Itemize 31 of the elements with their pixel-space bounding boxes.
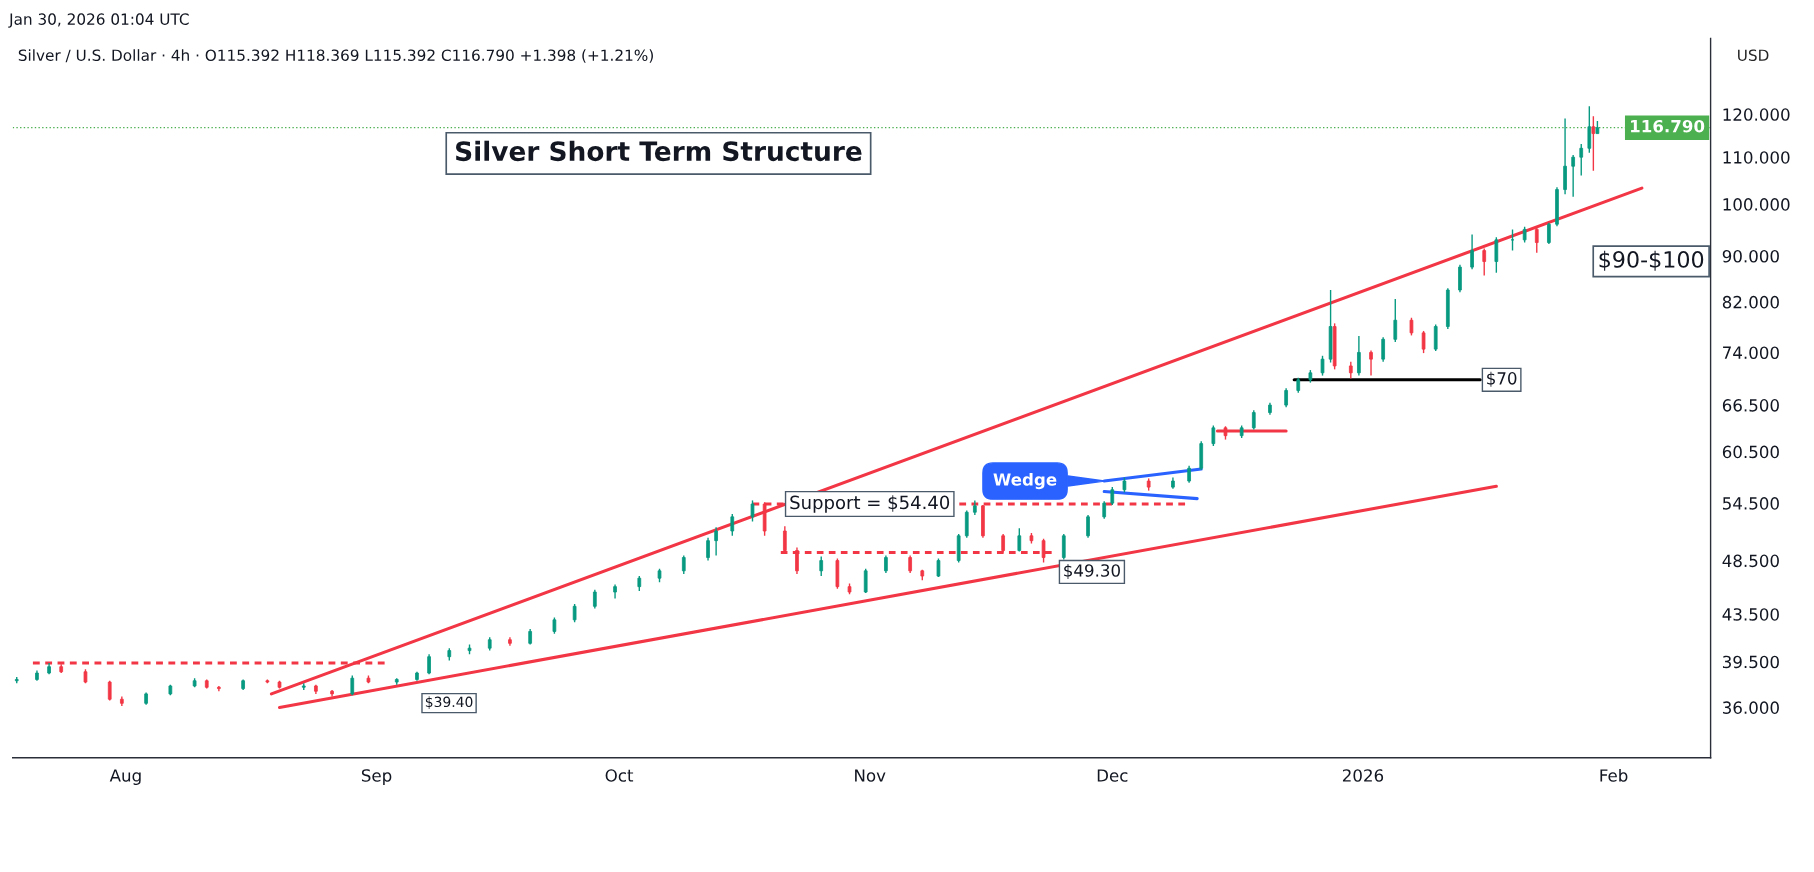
annotation: $90-$100 (1599, 250, 1704, 271)
annotation: Wedge (993, 472, 1057, 490)
y-tick-label: 100.000 (1723, 198, 1790, 211)
text: Silver Short Term Structure (456, 140, 862, 162)
y-tick-label: 90.000 (1722, 249, 1779, 263)
text: Jan 30, 2026 01:04 UTC (8, 13, 189, 28)
text: Silver / U.S. Dollar · 4h · O115.392 H118.369 L115.392 C116.790 +1.398 (+1.21%) (18, 49, 653, 63)
x-tick-label: Aug (109, 769, 141, 786)
x-tick-label: Oct (605, 769, 634, 782)
y-tick-label: 82.000 (1722, 295, 1779, 309)
ref-line-label: 116.790 (1631, 119, 1705, 133)
y-tick-label: 66.500 (1722, 399, 1779, 412)
x-tick-label: Sep (361, 769, 392, 786)
y-tick-label: 120.000 (1723, 108, 1790, 121)
y-tick-label: 60.500 (1722, 445, 1779, 459)
annotation: $49.30 (1064, 563, 1120, 579)
annotation: Support = $54.40 (790, 495, 950, 513)
y-axis-title: USD (1738, 49, 1769, 61)
y-tick-label: 54.500 (1723, 497, 1779, 510)
y-tick-label: 39.500 (1722, 655, 1779, 669)
x-tick-label: Feb (1600, 768, 1628, 782)
y-tick-label: 110.000 (1723, 151, 1790, 164)
y-tick-label: 36.000 (1722, 701, 1779, 714)
x-tick-label: 2026 (1342, 769, 1384, 782)
annotation: $70 (1487, 371, 1517, 387)
y-tick-label: 48.500 (1722, 554, 1779, 568)
x-tick-label: Dec (1097, 769, 1128, 782)
x-tick-label: Nov (855, 769, 886, 782)
y-tick-label: 74.000 (1723, 346, 1779, 360)
annotation: $39.40 (425, 696, 473, 709)
y-tick-label: 43.500 (1722, 608, 1779, 621)
